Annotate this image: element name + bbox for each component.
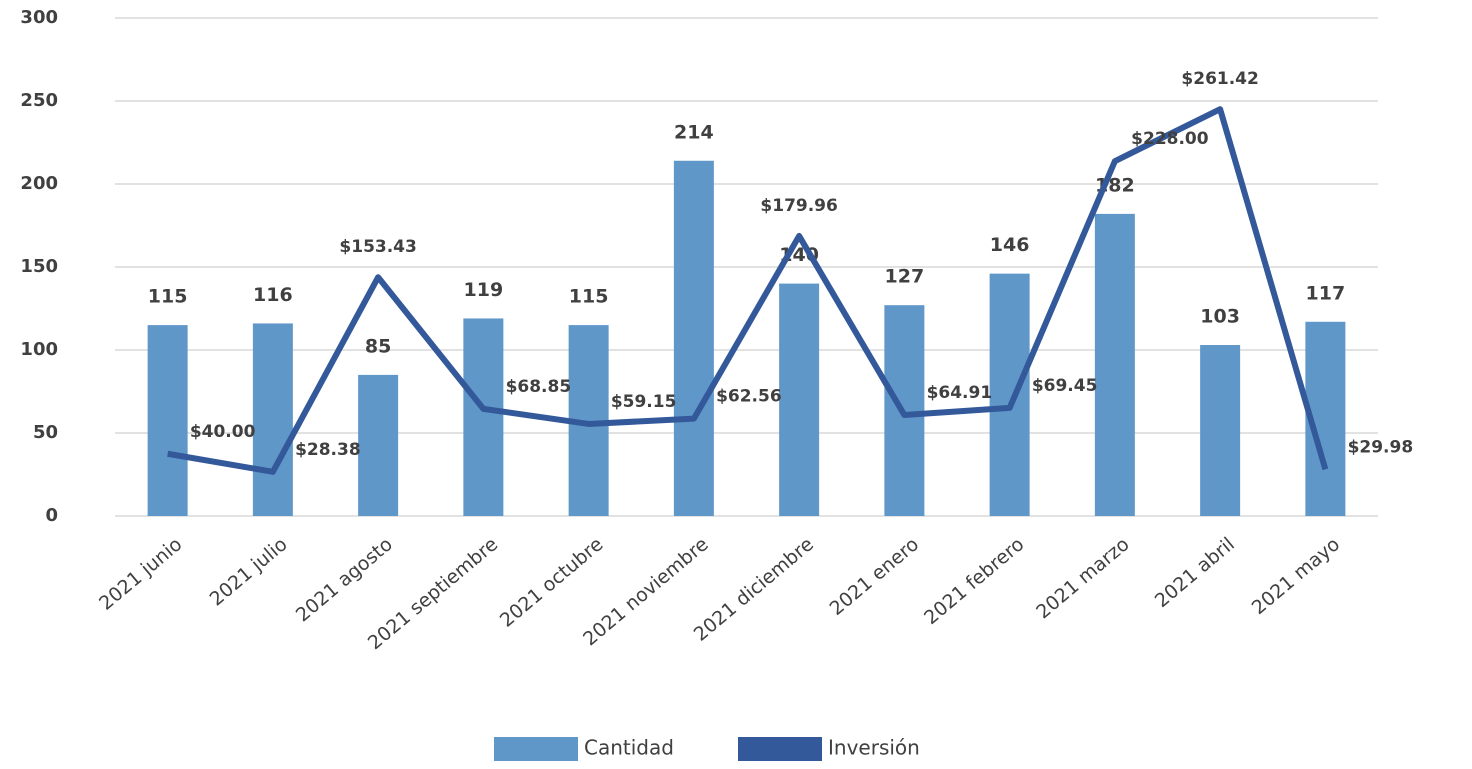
data-label: $68.85 <box>506 377 572 397</box>
data-label: 115 <box>148 286 188 308</box>
data-label: $64.91 <box>927 383 993 403</box>
data-label: $69.45 <box>1032 376 1098 396</box>
x-tick-label: 2021 agosto <box>292 533 397 626</box>
data-label: $153.43 <box>339 237 416 257</box>
data-label: $28.38 <box>295 440 361 460</box>
data-label: $179.96 <box>760 196 837 216</box>
bar <box>779 283 820 516</box>
data-label: $29.98 <box>1348 437 1414 457</box>
data-label: 103 <box>1200 306 1240 328</box>
data-label: $62.56 <box>716 387 782 407</box>
data-label: 119 <box>464 279 504 301</box>
bar <box>1200 345 1241 516</box>
x-tick-label: 2021 junio <box>95 533 186 615</box>
legend-label: Inversión <box>828 736 920 760</box>
x-tick-label: 2021 octubre <box>496 533 608 632</box>
data-label: 85 <box>365 335 391 357</box>
bar <box>358 374 399 516</box>
y-tick-label: 300 <box>20 7 58 28</box>
data-label: 146 <box>990 234 1030 256</box>
data-label: 117 <box>1306 282 1346 304</box>
line <box>167 106 1329 475</box>
legend-swatch <box>738 737 822 761</box>
data-label: 127 <box>885 266 925 288</box>
y-tick-label: 50 <box>33 422 58 443</box>
legend-label: Cantidad <box>584 736 674 760</box>
data-label: $228.00 <box>1131 129 1209 149</box>
data-label: 115 <box>569 286 609 308</box>
data-label: $261.42 <box>1181 69 1258 89</box>
data-label: 214 <box>674 121 714 143</box>
bar <box>989 273 1030 516</box>
data-label: $59.15 <box>611 392 677 412</box>
bar <box>147 325 188 516</box>
bar <box>252 323 293 516</box>
y-tick-label: 0 <box>45 505 58 526</box>
y-tick-label: 200 <box>20 173 58 194</box>
data-label: $40.00 <box>190 422 256 442</box>
x-tick-label: 2021 enero <box>826 533 924 620</box>
x-tick-label: 2021 mayo <box>1248 533 1344 619</box>
legend-swatch <box>494 737 578 761</box>
bar <box>463 318 504 516</box>
x-tick-label: 2021 febrero <box>920 533 1028 629</box>
y-tick-label: 150 <box>20 256 58 277</box>
x-tick-label: 2021 marzo <box>1032 533 1133 623</box>
y-tick-label: 250 <box>20 90 58 111</box>
bar <box>673 160 714 516</box>
x-tick-label: 2021 abril <box>1151 533 1239 612</box>
bar <box>1094 213 1135 516</box>
data-label: 116 <box>253 284 293 306</box>
x-tick-label: 2021 julio <box>206 533 292 610</box>
y-tick-label: 100 <box>20 339 58 360</box>
